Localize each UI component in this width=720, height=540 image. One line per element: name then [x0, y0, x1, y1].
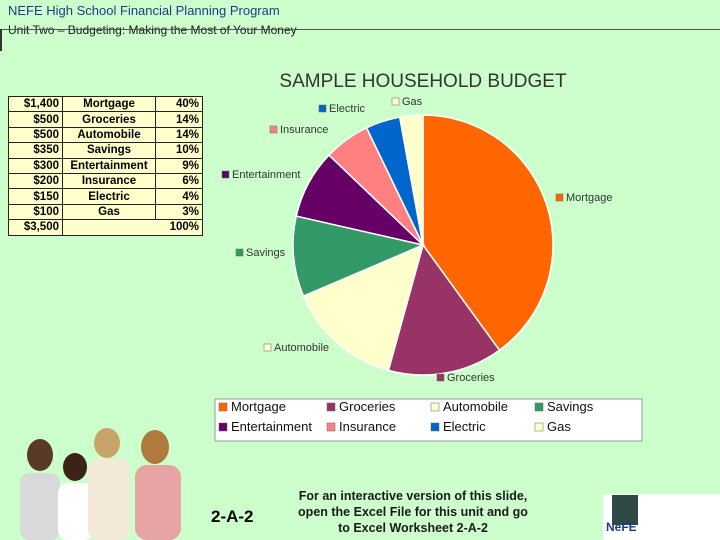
- table-cell-percent: 4%: [155, 188, 203, 205]
- legend-label: Mortgage: [231, 399, 286, 414]
- slice-label-swatch: [436, 373, 445, 382]
- budget-table: $1,400 Mortgage 40% $500 Groceries 14% $500 Aut…: [8, 95, 203, 236]
- pie-slice-mortgage: [422, 114, 554, 352]
- slice-label-swatch: [391, 97, 400, 106]
- nefe-logo-mark: [612, 495, 638, 525]
- pie-slice-automobile: [302, 243, 425, 372]
- legend-label: Insurance: [339, 419, 396, 434]
- slice-label: Mortgage: [566, 192, 612, 204]
- legend-label: Automobile: [443, 399, 508, 414]
- program-title: NEFE High School Financial Planning Prog…: [8, 3, 280, 18]
- excel-note-line: For an interactive version of this slide…: [298, 489, 528, 503]
- table-row: $300 Entertainment 9%: [8, 157, 203, 174]
- chart-title: SAMPLE HOUSEHOLD BUDGET: [279, 71, 567, 92]
- table-cell-category: Gas: [62, 203, 156, 221]
- table-row: $350 Savings 10%: [8, 142, 203, 159]
- slide-code: 2-A-2: [211, 507, 254, 526]
- header-divider: [0, 29, 720, 30]
- slice-label: Groceries: [447, 372, 495, 384]
- table-cell-category: Automobile: [62, 126, 156, 144]
- excel-note-line: open the Excel File for this unit and go: [298, 505, 528, 519]
- legend-label: Gas: [547, 419, 571, 434]
- table-cell-percent: 40%: [155, 95, 203, 113]
- legend-label: Entertainment: [231, 419, 312, 434]
- legend-swatch: [534, 422, 544, 432]
- pie-slice-groceries: [387, 243, 501, 376]
- slice-label: Gas: [402, 96, 423, 108]
- slice-label: Insurance: [280, 124, 328, 136]
- slice-label-swatch: [263, 343, 272, 352]
- table-cell-amount: $1,400: [8, 95, 63, 113]
- students-photo: [20, 428, 181, 540]
- legend-label: Electric: [443, 419, 486, 434]
- slice-label: Electric: [329, 103, 366, 115]
- slice-label: Savings: [246, 247, 286, 259]
- unit-subtitle: Unit Two – Budgeting: Making the Most of…: [8, 23, 297, 37]
- slice-label-swatch: [221, 170, 230, 179]
- pie-slice-savings: [292, 215, 426, 298]
- slice-labels: Mortgage Groceries Automobile Savings Entert…: [221, 96, 612, 384]
- table-row: $500 Automobile 14%: [8, 126, 203, 144]
- slice-label: Entertainment: [232, 169, 300, 181]
- table-cell-percent: 14%: [155, 111, 203, 128]
- legend-label: Groceries: [339, 399, 396, 414]
- pie-slice-gas: [398, 114, 424, 246]
- header-divider-tick: [0, 29, 2, 51]
- excel-note-line: to Excel Worksheet 2-A-2: [338, 521, 488, 535]
- table-row: $500 Groceries 14%: [8, 111, 203, 128]
- legend-swatch: [534, 402, 544, 412]
- legend-swatch: [326, 402, 336, 412]
- slice-label: Automobile: [274, 342, 329, 354]
- nefe-logo-text: NeFE: [606, 520, 637, 534]
- legend-swatch: [218, 402, 228, 412]
- excel-note: For an interactive version of this slide…: [258, 488, 568, 536]
- slice-label-swatch: [318, 104, 327, 113]
- legend-swatch: [430, 402, 440, 412]
- legend-swatch: [218, 422, 228, 432]
- table-cell-percent: 6%: [155, 172, 203, 190]
- legend-swatch: [326, 422, 336, 432]
- slice-label-swatch: [269, 125, 278, 134]
- chart-legend: Mortgage Groceries Automobile Savings Entert…: [218, 399, 594, 434]
- slice-label-swatch: [555, 193, 564, 202]
- legend-swatch: [430, 422, 440, 432]
- pie-slices: [292, 114, 554, 376]
- table-cell-amount: $500: [8, 111, 63, 128]
- table-row: $100 Gas 3%: [8, 203, 203, 221]
- table-cell-amount: $500: [8, 126, 63, 144]
- legend-box: [214, 398, 643, 442]
- legend-label: Savings: [547, 399, 594, 414]
- table-row: $200 Insurance 6%: [8, 172, 203, 190]
- table-cell-category: Mortgage: [62, 95, 156, 113]
- slice-label-swatch: [235, 248, 244, 257]
- table-cell-percent: 100%: [155, 219, 203, 236]
- table-total-row: $3,500 100%: [8, 219, 203, 236]
- table-row: $1,400 Mortgage 40%: [8, 95, 203, 113]
